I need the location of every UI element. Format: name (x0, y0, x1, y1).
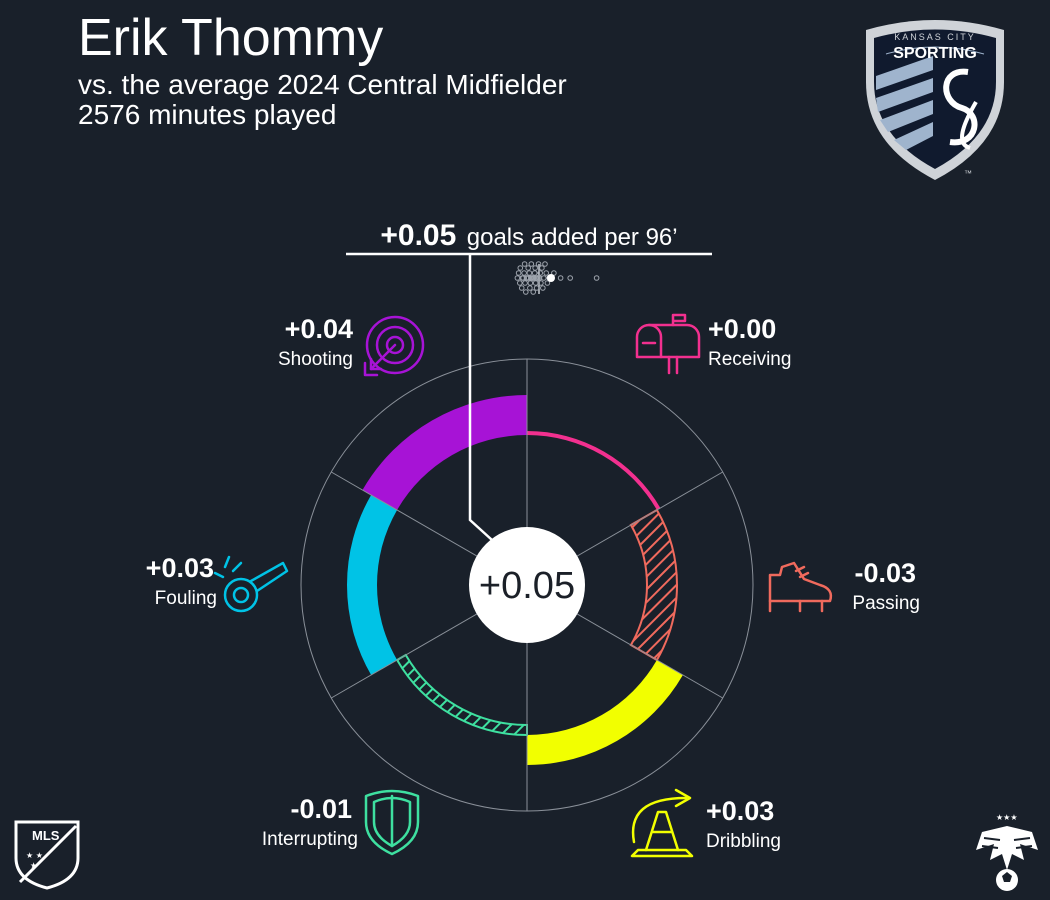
distribution-point (526, 270, 533, 276)
distribution-point (539, 265, 545, 271)
svg-text:★: ★ (30, 861, 37, 870)
distribution-point (528, 261, 535, 267)
category-label-fouling: Fouling (155, 588, 217, 609)
category-label-shooting: Shooting (278, 349, 353, 370)
distribution-point (540, 285, 546, 291)
value-label-shooting: +0.04 (285, 314, 353, 344)
crest-top-text: KANSAS CITY (894, 32, 976, 42)
segment-labels: +0.04 Shooting +0.00 Receiving -0.03 Passing +… (146, 314, 920, 852)
distribution-strip (514, 261, 600, 295)
shield-icon (364, 789, 420, 856)
distribution-point (521, 270, 527, 276)
center-total: +0.05 (479, 565, 575, 607)
bar-dribbling (527, 660, 683, 765)
crest-tm: ™ (964, 169, 972, 178)
target-icon (363, 315, 425, 377)
distribution-point (527, 285, 533, 291)
distribution-point (525, 265, 532, 271)
total-headline-label: goals added per 96’ (467, 224, 678, 251)
bar-receiving (527, 431, 661, 510)
value-label-passing: -0.03 (854, 558, 916, 588)
cone-icon (630, 788, 694, 858)
crest-name: SPORTING (893, 45, 977, 62)
bar-passing (629, 508, 678, 662)
distribution-point (518, 285, 525, 291)
distribution-point (537, 270, 544, 276)
distribution-point (522, 280, 528, 286)
distribution-point (530, 289, 537, 295)
distribution-point (544, 280, 551, 286)
total-headline: +0.05 goals added per 96’ (380, 219, 677, 252)
total-headline-value: +0.05 (380, 219, 456, 252)
svg-text:★ ★: ★ ★ (26, 851, 43, 860)
segment-icons (213, 313, 833, 858)
mailbox-icon (635, 313, 701, 375)
eagle-logo-icon: ★★★ (976, 813, 1038, 891)
mls-logo-icon: MLS ★ ★ ★ (14, 820, 80, 890)
distribution-point (535, 261, 542, 267)
total-connector (468, 254, 493, 541)
player-name: Erik Thommy (78, 9, 384, 67)
distribution-point (532, 280, 539, 286)
category-label-receiving: Receiving (708, 349, 791, 370)
distribution-point (517, 280, 523, 286)
category-label-interrupting: Interrupting (262, 829, 358, 850)
mls-logo-text: MLS (32, 828, 60, 843)
category-label-dribbling: Dribbling (706, 831, 781, 852)
distribution-point (533, 285, 540, 291)
distribution-point (567, 275, 574, 281)
distribution-point (531, 270, 538, 276)
svg-text:★★★: ★★★ (996, 813, 1018, 822)
category-label-passing: Passing (852, 593, 920, 614)
distribution-point (527, 280, 534, 286)
bar-fouling (347, 495, 398, 675)
bar-shooting (362, 395, 527, 510)
value-label-receiving: +0.00 (708, 314, 776, 344)
distribution-point (515, 270, 522, 276)
distribution-point (514, 275, 521, 281)
boot-icon (768, 561, 833, 613)
comparison-subtitle: vs. the average 2024 Central Midfielder (78, 69, 567, 100)
distribution-point (517, 265, 524, 271)
center-disc (469, 527, 585, 643)
bar-interrupting (395, 653, 528, 737)
sporting-kc-crest-icon: KANSAS CITY SPORTING ™ (866, 20, 1004, 180)
whistle-icon (213, 555, 289, 613)
distribution-point (593, 275, 600, 281)
player-point (547, 274, 555, 282)
distribution-point (523, 289, 529, 295)
distribution-point (542, 261, 548, 267)
distribution-point (543, 270, 550, 276)
value-label-interrupting: -0.01 (290, 794, 352, 824)
value-label-dribbling: +0.03 (706, 796, 774, 826)
distribution-point (532, 265, 538, 271)
distribution-point (521, 261, 528, 267)
minutes-played: 2576 minutes played (78, 99, 337, 130)
distribution-point (557, 275, 564, 281)
value-label-fouling: +0.03 (146, 553, 214, 583)
distribution-point (538, 280, 544, 286)
distribution-point (541, 275, 547, 281)
